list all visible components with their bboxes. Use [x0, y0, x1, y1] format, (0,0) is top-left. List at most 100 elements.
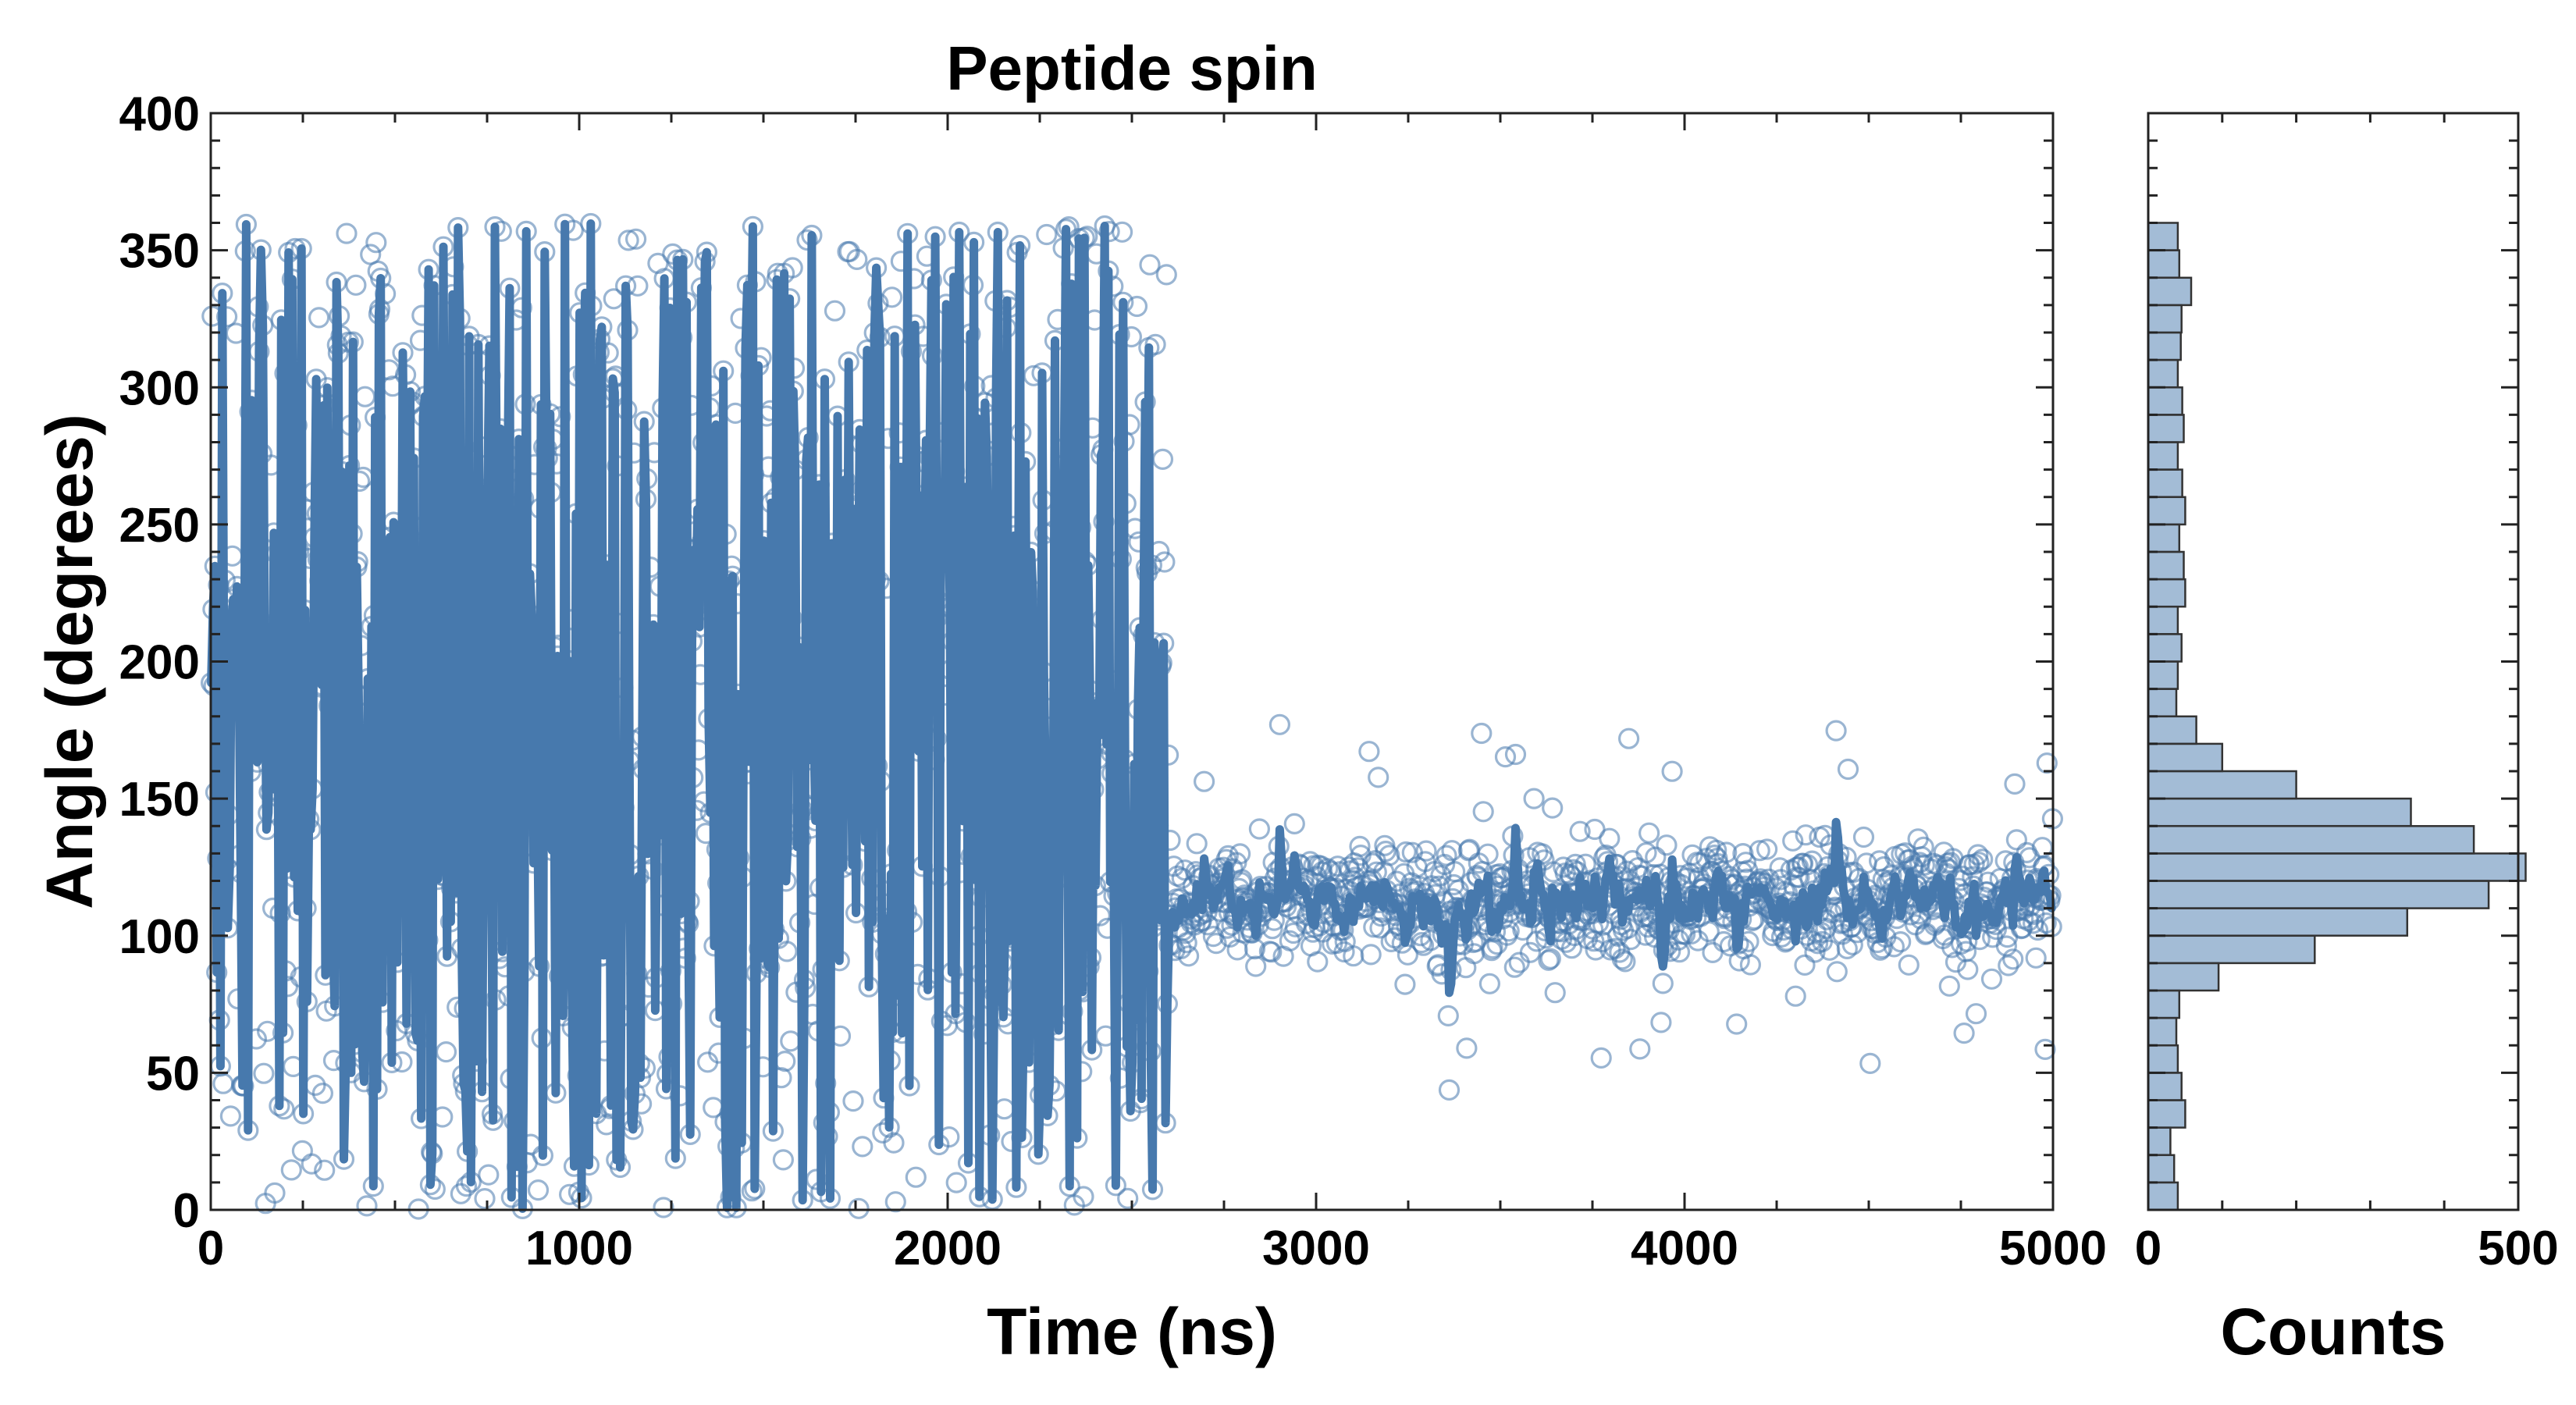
- data-point: [455, 1175, 478, 1197]
- data-point: [1618, 727, 1640, 749]
- histogram-x-axis-label: Counts: [2220, 1295, 2446, 1368]
- data-point: [1438, 1079, 1461, 1101]
- histogram-bar: [2147, 660, 2179, 690]
- data-point: [842, 1090, 864, 1112]
- data-point: [1825, 720, 1847, 742]
- histogram-axis-ticks: 0 500: [2135, 112, 2559, 1275]
- data-point: [1155, 264, 1177, 286]
- data-point: [1193, 770, 1215, 792]
- main-axis-ticks: 0 1000 2000 3000 4000 5000 0 50 100 150 200 250 300 3…: [119, 87, 2107, 1275]
- data-point: [1456, 1037, 1478, 1059]
- data-point: [824, 300, 846, 322]
- data-point: [1953, 1022, 1975, 1044]
- data-point: [1998, 955, 2019, 976]
- data-point: [852, 1136, 873, 1158]
- data-point: [1471, 722, 1493, 745]
- histogram-bar: [2147, 742, 2224, 773]
- data-point: [1661, 760, 1683, 782]
- data-point: [838, 240, 860, 262]
- data-point: [1638, 822, 1660, 844]
- data-point: [1616, 860, 1638, 882]
- data-point: [1503, 956, 1525, 978]
- data-point: [1523, 788, 1545, 809]
- data-point: [1967, 844, 1989, 866]
- data-point: [345, 274, 367, 296]
- data-point: [216, 306, 238, 328]
- data-point: [1590, 1047, 1612, 1069]
- histogram-bar: [2147, 962, 2220, 992]
- data-point: [1890, 930, 1912, 953]
- data-point: [365, 232, 387, 254]
- data-point: [1349, 835, 1371, 858]
- data-point: [1333, 941, 1355, 963]
- histogram-bar: [2147, 770, 2297, 800]
- data-point: [1883, 936, 1905, 958]
- data-point: [1229, 843, 1251, 865]
- data-point: [1652, 973, 1674, 994]
- data-point: [1428, 875, 1450, 897]
- histogram-panel: 0 500 Counts: [2135, 112, 2559, 1368]
- data-point: [772, 1149, 795, 1171]
- data-point: [617, 229, 639, 251]
- data-point: [780, 1030, 802, 1052]
- data-point: [1458, 838, 1481, 860]
- data-point: [1706, 839, 1727, 861]
- data-point: [796, 229, 818, 251]
- histogram-bar: [2147, 907, 2409, 937]
- data-point: [1508, 951, 1530, 973]
- y-tick-label: 350: [119, 225, 200, 279]
- data-point: [1656, 834, 1678, 856]
- data-point: [781, 257, 803, 279]
- y-tick-label: 150: [119, 773, 200, 827]
- data-point: [2034, 1038, 2056, 1061]
- data-point: [1980, 968, 2003, 990]
- data-point: [356, 1195, 378, 1217]
- data-point: [354, 386, 376, 407]
- data-point: [1739, 954, 1761, 976]
- data-point: [1841, 934, 1863, 956]
- histogram-bar: [2147, 1099, 2186, 1129]
- data-point: [1604, 937, 1626, 959]
- data-point: [1784, 985, 1806, 1007]
- data-point: [1716, 841, 1738, 863]
- data-point: [478, 1164, 500, 1186]
- y-tick-label: 400: [119, 87, 200, 141]
- data-point: [1611, 948, 1633, 970]
- data-point: [1411, 931, 1432, 954]
- x-axis-label: Time (ns): [987, 1295, 1277, 1368]
- histogram-bar: [2147, 605, 2179, 635]
- data-point: [1726, 1013, 1748, 1035]
- data-point: [2025, 947, 2047, 969]
- data-point: [1544, 982, 1566, 1004]
- histogram-bar: [2147, 550, 2185, 581]
- data-point: [1245, 955, 1267, 977]
- histogram-bar: [2147, 1126, 2172, 1156]
- histogram-bar: [2147, 468, 2183, 498]
- data-point: [1415, 840, 1437, 862]
- data-point: [291, 1140, 313, 1162]
- data-point: [1477, 843, 1499, 865]
- histogram-bar: [2147, 825, 2475, 855]
- y-tick-label: 200: [119, 636, 200, 690]
- data-point: [1794, 954, 1816, 976]
- data-point: [624, 228, 647, 250]
- data-point: [1735, 852, 1757, 873]
- data-point: [474, 1187, 496, 1210]
- data-point: [1898, 954, 1920, 976]
- data-point: [253, 1062, 275, 1084]
- data-point: [1395, 841, 1417, 863]
- data-point: [653, 1197, 674, 1218]
- data-point: [1837, 758, 1859, 781]
- data-point: [301, 1153, 322, 1175]
- data-point: [308, 307, 330, 329]
- data-point: [1177, 945, 1200, 967]
- data-point: [1702, 941, 1724, 964]
- histogram-plot-frame: [2147, 112, 2520, 1211]
- data-point: [314, 1159, 336, 1181]
- histogram-bar: [2147, 1044, 2179, 1074]
- data-point: [846, 248, 868, 270]
- data-point: [884, 1191, 906, 1213]
- data-point: [280, 1159, 302, 1181]
- data-point: [1482, 937, 1503, 959]
- data-point: [2002, 948, 2024, 970]
